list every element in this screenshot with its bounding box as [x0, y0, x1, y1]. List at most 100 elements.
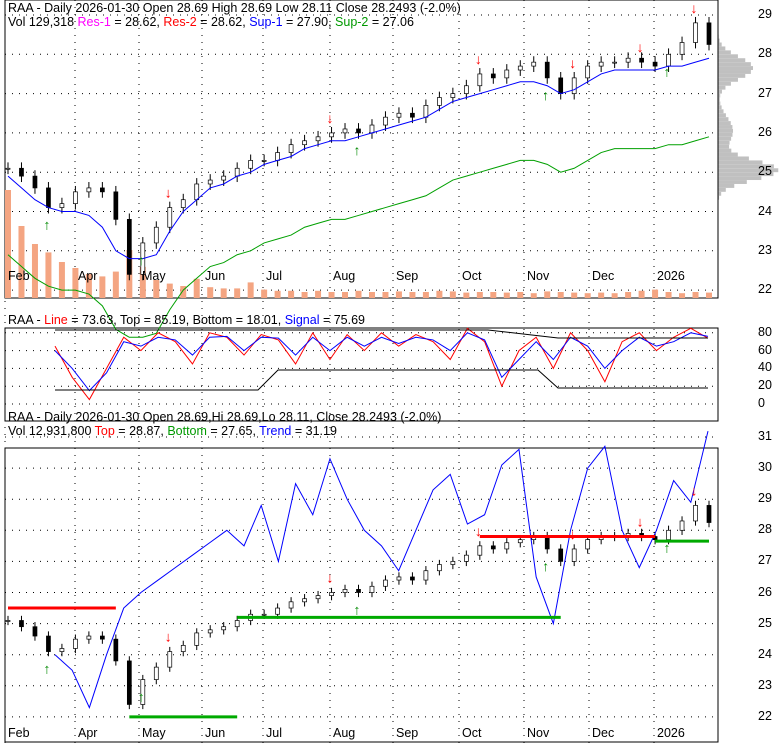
price-bar-body — [639, 57, 644, 63]
sell-arrow-icon: ↓ — [569, 55, 576, 71]
price-bar-body — [693, 22, 698, 43]
panel-1-frame — [4, 0, 719, 299]
volume-bar — [342, 292, 349, 298]
volume-profile-bar — [718, 38, 720, 43]
sell-arrow-icon: ↓ — [637, 514, 644, 530]
volume-bar — [328, 292, 335, 298]
volume-bar — [234, 288, 241, 298]
y-tick-label: 60 — [758, 342, 772, 357]
price-bar-body — [437, 97, 442, 106]
volume-label: Vol 129,318 — [8, 15, 75, 29]
volume-bar — [45, 252, 52, 298]
y-tick-label: 23 — [758, 677, 772, 692]
y-tick-label: 26 — [758, 124, 772, 139]
volume-profile-bar — [718, 46, 726, 51]
price-bar-lower-body — [167, 651, 173, 668]
price-bar-lower-body — [571, 548, 577, 562]
volume-bar — [247, 282, 254, 298]
panel1-title: RAA - Daily 2026-01-30 Open 28.69 High 2… — [8, 1, 461, 15]
volume-profile-bar — [718, 125, 733, 129]
price-bar-body — [679, 42, 685, 55]
price-bar-body — [383, 116, 388, 126]
volume-bar — [180, 286, 187, 298]
price-bar-lower-body — [275, 607, 280, 615]
price-bar-body — [59, 203, 65, 208]
trend-label: Trend — [259, 424, 292, 438]
top-value: = 28.87, — [114, 424, 168, 438]
y-tick-label: 80 — [758, 324, 772, 339]
volume-profile-bar — [718, 58, 746, 63]
volume-profile-bar — [718, 121, 731, 126]
volume-bar — [153, 280, 160, 298]
line-value: = 73.63, Top = 85.19, Bottom = 18.01, — [67, 313, 285, 327]
volume-profile-bar — [718, 183, 735, 188]
sell-arrow-icon: ↓ — [475, 51, 482, 67]
volume-bar — [490, 292, 497, 298]
volume-bar — [85, 274, 92, 298]
y-tick-label: 24 — [758, 646, 772, 661]
price-bar-lower-body — [517, 539, 523, 544]
buy-arrow-icon: ↑ — [43, 661, 50, 677]
x-tick-label: May — [142, 726, 166, 740]
volume-profile-bar — [718, 176, 762, 181]
x-tick-label: Feb — [8, 269, 30, 283]
price-bar-body — [463, 85, 469, 94]
price-bar-body — [652, 61, 658, 67]
volume-bar — [31, 244, 38, 298]
volume-bar — [5, 190, 11, 298]
price-bar-body — [32, 175, 38, 189]
volume-profile-bar — [718, 77, 738, 82]
price-bar-body — [477, 73, 483, 87]
price-bar-lower-body — [73, 638, 78, 649]
volume-profile-bar — [718, 70, 751, 74]
volume-bar — [679, 293, 686, 298]
sell-arrow-icon: ↓ — [569, 526, 576, 542]
volume-bar — [476, 292, 483, 298]
sell-arrow-icon: ↓ — [327, 570, 334, 586]
y-tick-label: 29 — [758, 491, 772, 506]
price-bar-lower-body — [544, 536, 550, 550]
price-bar-body — [275, 152, 280, 161]
price-bar-body — [531, 61, 537, 67]
res1-value: = 28.62, — [110, 15, 164, 29]
volume-bar — [544, 291, 551, 298]
volume-bar — [503, 292, 510, 298]
x-tick-label: Sep — [396, 269, 419, 283]
volume-bar — [355, 290, 362, 298]
sup1-line — [7, 57, 710, 260]
panel3-volume: Vol 12,931,800 — [8, 424, 95, 438]
volume-profile-bar — [718, 117, 729, 122]
volume-bar — [692, 292, 699, 298]
price-bar-lower-body — [490, 545, 496, 550]
res2-value: = 28.62, — [196, 15, 250, 29]
volume-bar — [315, 290, 322, 298]
y-tick-label: 24 — [758, 203, 772, 218]
res2-label: Res-2 — [163, 15, 197, 29]
volume-bar — [571, 292, 578, 298]
price-bar-body — [504, 69, 510, 79]
sell-arrow-icon: ↓ — [165, 629, 172, 645]
buy-arrow-icon: ↑ — [664, 539, 671, 555]
x-tick-label: Apr — [78, 726, 98, 740]
y-tick-label: 0 — [758, 396, 765, 410]
volume-bar — [611, 293, 618, 298]
price-bar-lower-body — [342, 589, 348, 593]
volume-profile-bar — [718, 172, 774, 177]
price-bar-body — [423, 105, 429, 118]
price-bar-lower-body — [113, 638, 119, 662]
x-tick-label: May — [142, 269, 166, 283]
price-bar-body — [207, 179, 213, 185]
price-bar-body — [86, 187, 92, 193]
sup2-line — [7, 136, 710, 338]
price-bar-lower-body — [477, 545, 483, 556]
sell-arrow-icon: ↓ — [691, 0, 698, 16]
volume-profile-bar — [718, 54, 738, 59]
trend-line — [54, 430, 709, 709]
price-bar-lower-body — [437, 564, 442, 572]
price-bar-lower-body — [693, 505, 698, 522]
buy-arrow-icon: ↑ — [43, 217, 50, 233]
price-bar-lower-body — [126, 660, 132, 705]
price-bar-body — [450, 93, 456, 98]
volume-profile-bar — [718, 187, 726, 192]
y-tick-label: 20 — [758, 378, 772, 393]
